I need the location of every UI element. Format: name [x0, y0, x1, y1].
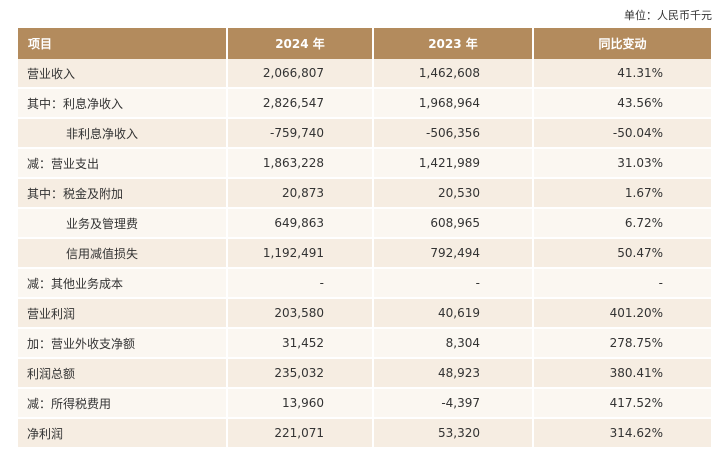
value-2023: 40,619 [374, 299, 534, 329]
value-yoy-change: 314.62% [534, 419, 711, 449]
value-2024: - [228, 269, 374, 299]
value-yoy-change: 50.47% [534, 239, 711, 269]
table-row: 业务及管理费 649,863 608,965 6.72% [18, 209, 711, 239]
value-2023: 20,530 [374, 179, 534, 209]
value-2023: 8,304 [374, 329, 534, 359]
value-yoy-change: 6.72% [534, 209, 711, 239]
value-yoy-change: 31.03% [534, 149, 711, 179]
income-statement-table: 项目 2024 年 2023 年 同比变动 营业收入 2,066,807 1,462… [18, 28, 711, 449]
table-row: 加：营业外收支净额 31,452 8,304 278.75% [18, 329, 711, 359]
value-2024: 31,452 [228, 329, 374, 359]
table-row: 其中：税金及附加 20,873 20,530 1.67% [18, 179, 711, 209]
value-yoy-change: 1.67% [534, 179, 711, 209]
value-yoy-change: 41.31% [534, 59, 711, 89]
row-label: 减：营业支出 [18, 149, 228, 179]
row-label: 营业收入 [18, 59, 228, 89]
row-label: 减：所得税费用 [18, 389, 228, 419]
value-2023: 48,923 [374, 359, 534, 389]
value-2024: 649,863 [228, 209, 374, 239]
value-2024: 203,580 [228, 299, 374, 329]
table-row: 营业收入 2,066,807 1,462,608 41.31% [18, 59, 711, 89]
value-2024: 221,071 [228, 419, 374, 449]
row-label: 利润总额 [18, 359, 228, 389]
value-2024: 1,192,491 [228, 239, 374, 269]
value-yoy-change: 380.41% [534, 359, 711, 389]
row-label: 非利息净收入 [18, 119, 228, 149]
table-body: 营业收入 2,066,807 1,462,608 41.31% 其中：利息净收入 2,82… [18, 59, 711, 449]
header-2024: 2024 年 [228, 28, 374, 59]
row-label: 其中：利息净收入 [18, 89, 228, 119]
value-2023: -4,397 [374, 389, 534, 419]
value-2024: 1,863,228 [228, 149, 374, 179]
row-label: 其中：税金及附加 [18, 179, 228, 209]
row-label: 减：其他业务成本 [18, 269, 228, 299]
table-row: 减：其他业务成本 - - - [18, 269, 711, 299]
value-2023: - [374, 269, 534, 299]
value-2023: 53,320 [374, 419, 534, 449]
row-label: 信用减值损失 [18, 239, 228, 269]
value-2024: -759,740 [228, 119, 374, 149]
value-yoy-change: - [534, 269, 711, 299]
row-label: 营业利润 [18, 299, 228, 329]
value-yoy-change: 417.52% [534, 389, 711, 419]
value-yoy-change: 43.56% [534, 89, 711, 119]
value-2023: 1,968,964 [374, 89, 534, 119]
value-2024: 235,032 [228, 359, 374, 389]
table-row: 利润总额 235,032 48,923 380.41% [18, 359, 711, 389]
table-header-row: 项目 2024 年 2023 年 同比变动 [18, 28, 711, 59]
header-2023: 2023 年 [374, 28, 534, 59]
value-2024: 2,826,547 [228, 89, 374, 119]
value-yoy-change: 401.20% [534, 299, 711, 329]
table-row: 非利息净收入 -759,740 -506,356 -50.04% [18, 119, 711, 149]
row-label: 加：营业外收支净额 [18, 329, 228, 359]
table-row: 减：所得税费用 13,960 -4,397 417.52% [18, 389, 711, 419]
table-row: 营业利润 203,580 40,619 401.20% [18, 299, 711, 329]
value-2023: 1,462,608 [374, 59, 534, 89]
header-yoy-change: 同比变动 [534, 28, 711, 59]
value-2024: 13,960 [228, 389, 374, 419]
unit-note: 单位：人民币千元 [624, 9, 712, 22]
value-2023: 1,421,989 [374, 149, 534, 179]
row-label: 净利润 [18, 419, 228, 449]
value-yoy-change: -50.04% [534, 119, 711, 149]
table-row: 信用减值损失 1,192,491 792,494 50.47% [18, 239, 711, 269]
row-label: 业务及管理费 [18, 209, 228, 239]
value-2024: 2,066,807 [228, 59, 374, 89]
table-row: 减：营业支出 1,863,228 1,421,989 31.03% [18, 149, 711, 179]
table-row: 净利润 221,071 53,320 314.62% [18, 419, 711, 449]
table-row: 其中：利息净收入 2,826,547 1,968,964 43.56% [18, 89, 711, 119]
header-item: 项目 [18, 28, 228, 59]
value-2023: 608,965 [374, 209, 534, 239]
value-2023: -506,356 [374, 119, 534, 149]
value-yoy-change: 278.75% [534, 329, 711, 359]
value-2024: 20,873 [228, 179, 374, 209]
value-2023: 792,494 [374, 239, 534, 269]
